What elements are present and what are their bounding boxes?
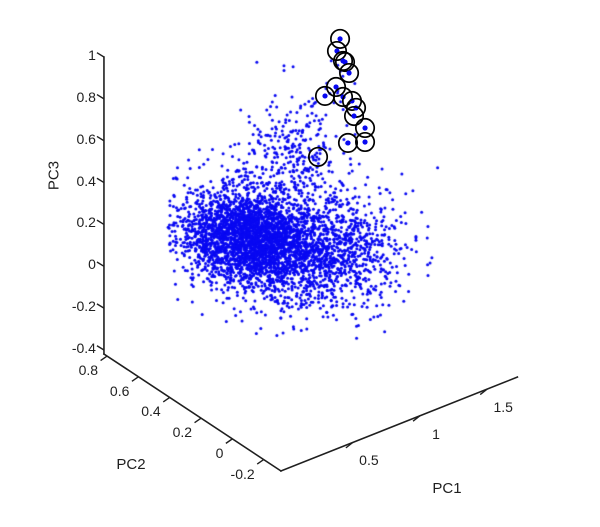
pc3-tick (96, 52, 105, 58)
highlight-ring (337, 132, 359, 153)
highlight-ring (332, 50, 354, 72)
pc3-tick-label: 0.4 (76, 172, 96, 189)
highlight-ring (307, 146, 329, 167)
pc1-tick (412, 415, 421, 422)
pc3-tick-label: -0.2 (71, 298, 96, 315)
highlighted-point-dot (333, 84, 339, 90)
pc3-tick-label: 0.2 (76, 214, 96, 231)
pc2-tick (100, 355, 108, 362)
pc2-tick (256, 458, 265, 465)
highlight-ring (330, 28, 351, 49)
pc3-tick-label: 0.8 (76, 88, 96, 105)
pc1-tick (345, 441, 354, 449)
pc2-tick (225, 438, 233, 444)
pc2-tick-label: 0.4 (141, 403, 161, 420)
highlighted-point-dot (345, 140, 351, 146)
pc2-tick-label: -0.2 (230, 465, 255, 482)
pc3-tick (96, 93, 105, 100)
pc3-tick-label: 0.6 (76, 130, 96, 147)
pc3-tick (96, 261, 105, 267)
highlighted-point-dot (362, 125, 368, 131)
pc3-tick (96, 135, 105, 142)
highlighted-point-dot (362, 139, 368, 145)
pc2-tick (131, 376, 139, 382)
pc1-tick-label: 0.5 (359, 452, 379, 469)
pc2-tick (162, 396, 171, 403)
highlight-ring (332, 86, 354, 108)
pc3-tick-label: -0.4 (71, 340, 96, 357)
highlight-ring (339, 62, 360, 84)
pc2-axis-label: PC2 (116, 456, 146, 473)
pc1-tick-label: 1 (432, 425, 440, 442)
pc2-tick-label: 0 (215, 444, 224, 461)
pc2-tick (194, 417, 202, 424)
pc2-tick-label: 0.8 (78, 362, 99, 379)
pc3-tick (96, 345, 105, 351)
highlight-ring (326, 40, 348, 62)
pc3-axis-label: PC3 (45, 160, 63, 191)
highlight-ring (354, 131, 376, 153)
pc1-tick (479, 388, 488, 396)
highlighted-point-dot (346, 70, 352, 76)
pc3-tick (96, 177, 105, 184)
pc3-tick-label: 1 (88, 46, 96, 63)
pc3-tick-label: 0 (88, 256, 96, 273)
pc3-tick (96, 303, 105, 309)
pc2-tick-label: 0.6 (109, 382, 130, 399)
pc2-axis-line (102, 352, 283, 473)
highlight-ring (343, 105, 365, 127)
pc1-tick-label: 1.5 (493, 399, 513, 416)
pc1-axis-label: PC1 (432, 480, 462, 497)
highlight-ring (334, 51, 356, 73)
highlighted-point-dot (337, 36, 343, 42)
pc1-axis-line (279, 376, 519, 472)
pc2-tick-label: 0.2 (172, 424, 193, 441)
highlighted-point-dot (322, 93, 328, 99)
highlight-ring (354, 117, 376, 139)
pc3-tick (96, 219, 105, 226)
highlighted-point-dot (351, 113, 357, 119)
